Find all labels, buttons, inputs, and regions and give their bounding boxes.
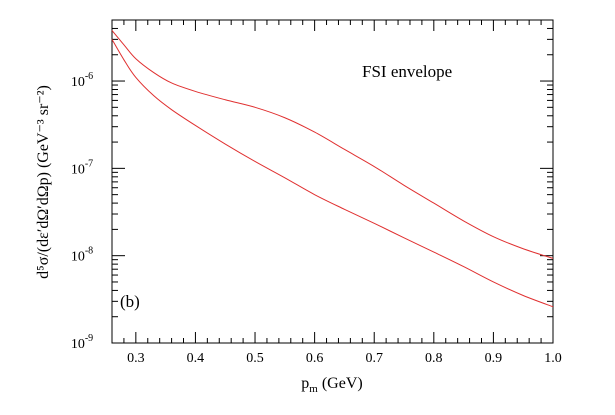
y-tick-label-base: 10 <box>71 250 85 265</box>
series-layer <box>111 30 554 308</box>
y-axis-title: d⁵σ/(dε′dΩ′dΩp) (GeV⁻³ sr⁻²) <box>35 85 52 279</box>
series-line-2 <box>111 39 554 308</box>
annotation-panel-b: (b) <box>120 292 140 311</box>
x-axis-title-unit: (GeV) <box>318 375 363 392</box>
y-tick-labels: 10-910-810-710-6 <box>71 71 93 352</box>
y-tick-label-exponent: -9 <box>85 333 93 344</box>
y-tick-label-base: 10 <box>71 162 85 177</box>
x-tick-label: 0.6 <box>306 351 324 366</box>
x-tick-label: 0.4 <box>187 351 205 366</box>
minor-ticks <box>111 19 553 343</box>
plot-frame <box>111 19 554 344</box>
x-tick-label: 0.3 <box>127 351 145 366</box>
annotation-fsi-envelope: FSI envelope <box>362 62 452 81</box>
x-tick-label: 0.5 <box>246 351 264 366</box>
y-tick-label-exponent: -7 <box>85 158 93 169</box>
x-tick-labels: 0.3 0.4 0.5 0.6 0.7 0.8 0.9 1.0 <box>127 351 562 366</box>
y-tick-label-exponent: -8 <box>85 246 93 257</box>
x-axis-title-sub: m <box>309 383 318 395</box>
x-tick-label: 0.9 <box>485 351 503 366</box>
x-tick-label: 1.0 <box>544 351 562 366</box>
x-axis-title: pm (GeV) <box>301 375 362 395</box>
x-axis-title-main: p <box>301 375 309 392</box>
series-line-1 <box>111 30 554 259</box>
y-tick-label: 10-8 <box>71 246 93 265</box>
y-tick-label-exponent: -6 <box>85 71 93 82</box>
y-tick-label: 10-7 <box>71 158 93 177</box>
x-tick-label: 0.8 <box>425 351 443 366</box>
y-tick-label: 10-9 <box>71 333 93 352</box>
y-tick-label: 10-6 <box>71 71 93 90</box>
y-tick-label-base: 10 <box>71 337 85 352</box>
y-tick-label-base: 10 <box>71 75 85 90</box>
major-ticks <box>112 20 554 344</box>
x-tick-label: 0.7 <box>365 351 383 366</box>
